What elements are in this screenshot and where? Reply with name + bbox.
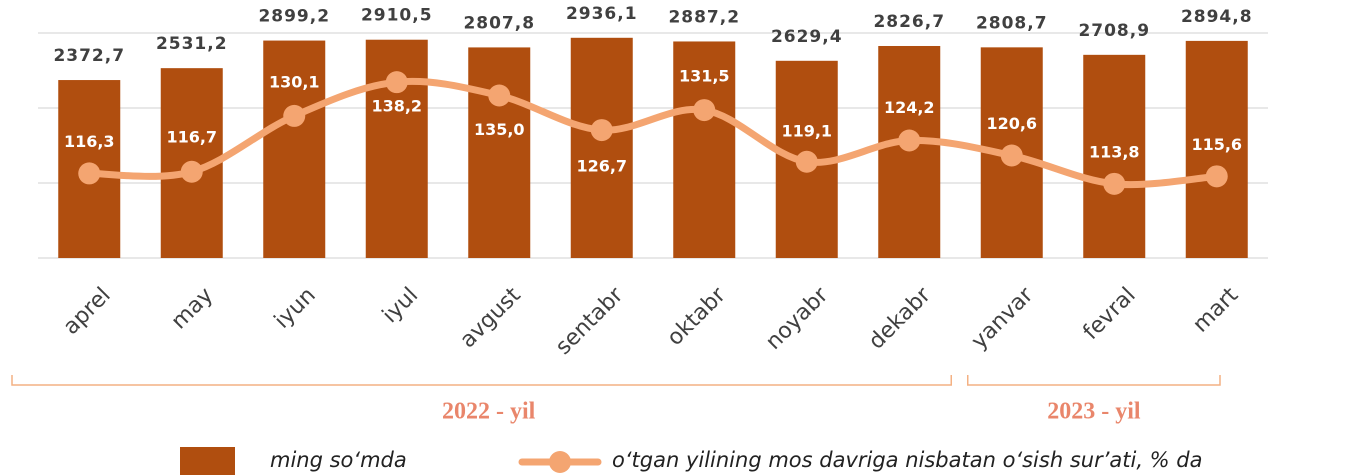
bar-label: 2629,4 bbox=[771, 27, 843, 47]
legend-swatch bbox=[180, 447, 235, 475]
line-label: 113,8 bbox=[1089, 142, 1140, 161]
line-label: 130,1 bbox=[269, 72, 320, 91]
line bbox=[85, 77, 1221, 189]
x-tick-label: yanvar bbox=[967, 282, 1039, 354]
legend-label: o‘tgan yilining mos davriga nisbatan o‘s… bbox=[612, 448, 1203, 472]
bar bbox=[878, 45, 941, 259]
line-point bbox=[180, 160, 203, 183]
x-tick-label: dekabr bbox=[864, 282, 936, 354]
bar-label: 2936,1 bbox=[566, 4, 638, 24]
bar-label: 2910,5 bbox=[361, 6, 433, 26]
group-bracket bbox=[11, 375, 952, 386]
line-label: 138,2 bbox=[371, 97, 422, 116]
x-tick-label: aprel bbox=[59, 283, 116, 340]
line-point bbox=[385, 71, 408, 94]
bar bbox=[1083, 54, 1146, 258]
bar-label: 2899,2 bbox=[258, 7, 330, 27]
line-point bbox=[590, 119, 613, 142]
bar bbox=[468, 47, 531, 258]
group-label: 2022 - yil bbox=[442, 399, 536, 425]
line-point bbox=[1205, 165, 1228, 188]
group-bracket bbox=[967, 375, 1221, 386]
group-label: 2023 - yil bbox=[1047, 399, 1141, 425]
x-tick-label: avgust bbox=[455, 283, 526, 354]
bar-label: 2372,7 bbox=[53, 46, 125, 66]
line-label: 131,5 bbox=[679, 67, 730, 86]
bar bbox=[263, 40, 326, 259]
line-label: 116,7 bbox=[166, 127, 217, 146]
line-point bbox=[1103, 172, 1126, 195]
line-point bbox=[78, 162, 101, 185]
line-label: 116,3 bbox=[64, 132, 115, 151]
line-label: 120,6 bbox=[986, 114, 1037, 133]
x-tick-label: sentabr bbox=[551, 282, 629, 360]
line-point bbox=[1000, 144, 1023, 167]
line-point bbox=[283, 104, 306, 127]
x-tick-label: iyul bbox=[378, 283, 423, 328]
bar-label: 2887,2 bbox=[668, 7, 740, 27]
line-point bbox=[693, 99, 716, 122]
x-tick-label: may bbox=[167, 283, 219, 335]
line-label: 126,7 bbox=[576, 157, 627, 176]
bar bbox=[673, 41, 736, 259]
x-tick-label: noyabr bbox=[761, 282, 834, 355]
line-point bbox=[488, 84, 511, 107]
x-tick-label: iyun bbox=[270, 283, 321, 334]
bar-label: 2807,8 bbox=[463, 13, 535, 33]
line-label: 124,2 bbox=[884, 98, 935, 117]
line-label: 115,6 bbox=[1191, 135, 1242, 154]
bar-label: 2531,2 bbox=[156, 34, 228, 54]
legend-marker bbox=[549, 451, 571, 473]
line-point bbox=[795, 150, 818, 173]
line-point bbox=[898, 129, 921, 152]
line-label: 119,1 bbox=[781, 121, 832, 140]
bar-label: 2894,8 bbox=[1181, 7, 1253, 27]
x-tick-label: oktabr bbox=[663, 282, 732, 351]
bar bbox=[570, 37, 633, 259]
legend-label: ming so‘mda bbox=[270, 448, 407, 472]
bar-label: 2708,9 bbox=[1078, 21, 1150, 41]
bar-label: 2826,7 bbox=[873, 12, 945, 32]
line-label: 135,0 bbox=[474, 120, 525, 139]
bar-label: 2808,7 bbox=[976, 13, 1048, 33]
x-tick-label: fevral bbox=[1079, 283, 1141, 345]
x-tick-label: mart bbox=[1188, 283, 1243, 338]
bar bbox=[1185, 40, 1248, 258]
